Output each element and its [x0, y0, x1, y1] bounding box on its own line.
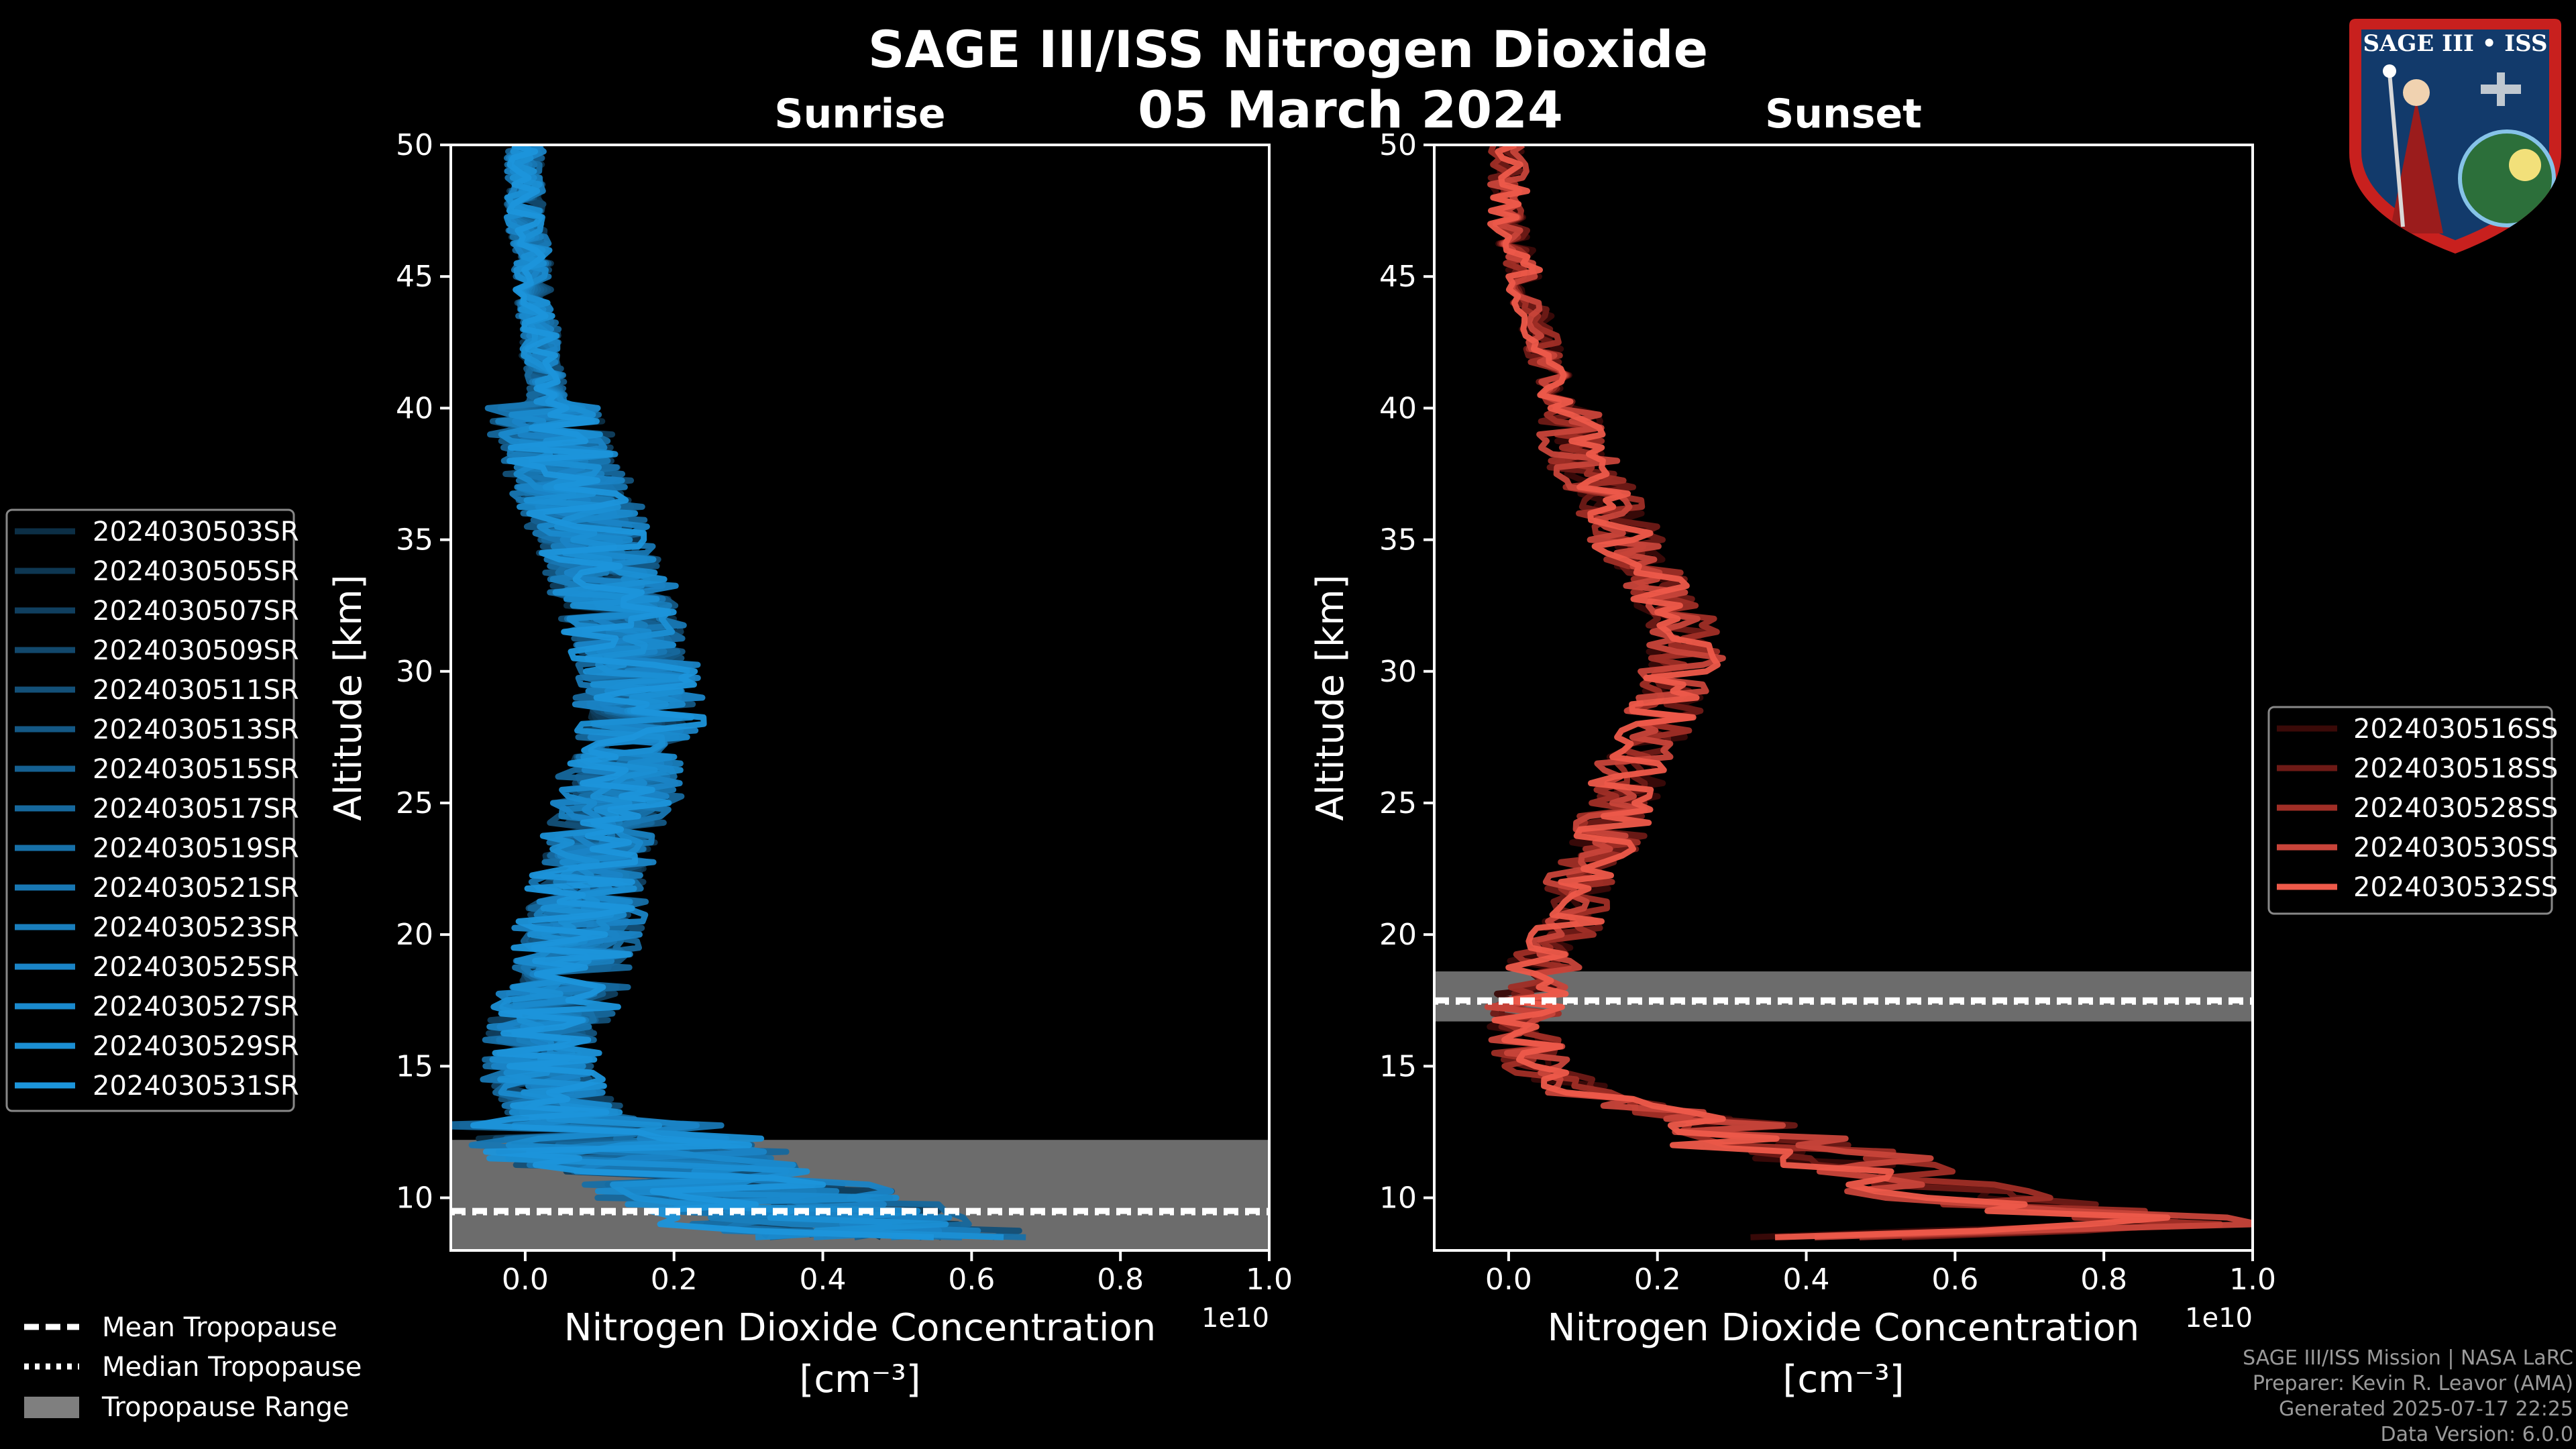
- sunrise-y-tick-label: 25: [396, 786, 433, 820]
- mean-tropopause-legend-label: Mean Tropopause: [102, 1312, 337, 1343]
- tropopause-legend: Mean Tropopause Median Tropopause Tropop…: [24, 1312, 362, 1423]
- sunrise-y-tick-label: 30: [396, 655, 433, 689]
- sunset-y-tick-label: 25: [1379, 786, 1417, 820]
- sunrise-legend-label-2024030527SR: 2024030527SR: [93, 991, 299, 1022]
- sunrise-x-scale-label: 1e10: [1201, 1303, 1269, 1334]
- sunset-x-tick-label: 0.2: [1634, 1263, 1681, 1297]
- sunset-panel: Sunset 10 15 20 25 30 35 40 45 50 0.0 0.2 0.4 0.6 0.8…: [1309, 91, 2276, 1401]
- sunrise-y-tick-label: 10: [396, 1181, 433, 1216]
- sunset-legend: 2024030516SS 2024030518SS 2024030528SS 2024…: [2267, 706, 2558, 915]
- sunrise-x-axis-label: Nitrogen Dioxide Concentration: [564, 1306, 1157, 1350]
- sunset-x-tick-label: 1.0: [2229, 1263, 2276, 1297]
- figure-title: SAGE III/ISS Nitrogen Dioxide: [868, 19, 1708, 79]
- sunrise-x-tick-label: 0.6: [948, 1263, 995, 1297]
- sunset-y-tick-label: 30: [1379, 655, 1417, 689]
- sunset-legend-label-2024030532SS: 2024030532SS: [2353, 872, 2558, 903]
- sunset-legend-label-2024030530SS: 2024030530SS: [2353, 833, 2558, 863]
- sunrise-x-tick-label: 1.0: [1246, 1263, 1293, 1297]
- sunrise-legend-label-2024030517SR: 2024030517SR: [93, 794, 299, 824]
- sunrise-panel-title: Sunrise: [774, 91, 945, 138]
- sunset-series-line-2024030516SS: [1487, 145, 2178, 1240]
- sunset-series-line-2024030528SS: [1488, 145, 2224, 1240]
- sunrise-legend-label-2024030531SR: 2024030531SR: [93, 1071, 299, 1102]
- sunrise-legend-label-2024030503SR: 2024030503SR: [93, 517, 299, 547]
- footer-data-version: Data Version: 6.0.0: [2380, 1423, 2573, 1446]
- sunrise-y-tick-label: 15: [396, 1049, 433, 1083]
- sunrise-y-tick-label: 20: [396, 918, 433, 952]
- sunrise-series-line-2024030531SR: [470, 145, 934, 1240]
- sunrise-x-tick-label: 0.2: [651, 1263, 698, 1297]
- sunset-x-tick-label: 0.4: [1783, 1263, 1830, 1297]
- sunset-x-axis-label: Nitrogen Dioxide Concentration: [1548, 1306, 2140, 1350]
- sunset-legend-label-2024030518SS: 2024030518SS: [2353, 753, 2558, 784]
- sunset-series-line-2024030530SS: [1484, 145, 2253, 1240]
- tropopause-range-legend-label: Tropopause Range: [101, 1392, 350, 1423]
- sunset-y-axis-label: Altitude [km]: [1309, 574, 1352, 820]
- footer-generated: Generated 2025-07-17 22:25: [2278, 1397, 2573, 1421]
- sunset-y-tick-label: 50: [1379, 128, 1417, 162]
- tropopause-range-legend-patch: [24, 1397, 79, 1418]
- sunrise-y-tick-label: 45: [396, 260, 433, 294]
- sunset-y-tick-label: 20: [1379, 918, 1417, 952]
- footer-preparer: Preparer: Kevin R. Leavor (AMA): [2252, 1372, 2573, 1395]
- sage-iss-mission-logo: SAGE III • ISS: [2349, 19, 2561, 254]
- sunrise-legend: 2024030503SR 2024030505SR 2024030507SR 2024…: [5, 508, 299, 1112]
- sunrise-y-tick-label: 35: [396, 523, 433, 557]
- sunrise-x-axis-units: [cm⁻³]: [799, 1358, 920, 1401]
- sunrise-series-line-2024030525SR: [491, 145, 953, 1240]
- sunrise-legend-label-2024030507SR: 2024030507SR: [93, 596, 299, 627]
- logo-figure-robe-icon: [2390, 99, 2443, 233]
- sunrise-legend-frame: [5, 508, 295, 1112]
- sunrise-x-tick-label: 0.8: [1097, 1263, 1144, 1297]
- sunrise-legend-label-2024030523SR: 2024030523SR: [93, 912, 299, 943]
- sunset-series-line-2024030532SS: [1487, 145, 2171, 1240]
- sunrise-legend-label-2024030505SR: 2024030505SR: [93, 556, 299, 587]
- sunrise-legend-label-2024030513SR: 2024030513SR: [93, 714, 299, 745]
- sunrise-y-tick-label: 50: [396, 128, 433, 162]
- sunset-y-tick-label: 10: [1379, 1181, 1417, 1216]
- sunrise-legend-label-2024030529SR: 2024030529SR: [93, 1031, 299, 1062]
- sunset-series-line-2024030518SS: [1487, 145, 2193, 1240]
- sunset-tropopause-range-band: [1434, 971, 2253, 1022]
- sunset-x-tick-label: 0.0: [1485, 1263, 1532, 1297]
- logo-staff-icon: [2387, 72, 2405, 227]
- sunrise-legend-label-2024030511SR: 2024030511SR: [93, 675, 299, 706]
- sunrise-x-tick-label: 0.4: [800, 1263, 847, 1297]
- footer-mission: SAGE III/ISS Mission | NASA LaRC: [2243, 1346, 2573, 1370]
- footer-credits: SAGE III/ISS Mission | NASA LaRC Prepare…: [2243, 1346, 2573, 1448]
- sunset-plot-area: 10 15 20 25 30 35 40 45 50 0.0 0.2 0.4 0.6 0.8 1.0: [1379, 128, 2276, 1297]
- sunrise-x-tick-label: 0.0: [502, 1263, 549, 1297]
- sunrise-legend-label-2024030515SR: 2024030515SR: [93, 754, 299, 785]
- sunset-legend-label-2024030516SS: 2024030516SS: [2353, 714, 2558, 745]
- logo-sun-icon: [2509, 149, 2541, 181]
- sunset-axes-frame: [1433, 144, 2254, 1252]
- logo-title: SAGE III • ISS: [2363, 30, 2547, 57]
- sunset-y-tick-label: 40: [1379, 391, 1417, 425]
- sunrise-y-tick-label: 40: [396, 391, 433, 425]
- sunset-x-scale-label: 1e10: [2185, 1303, 2253, 1334]
- sunset-y-tick-label: 35: [1379, 523, 1417, 557]
- sunrise-panel: Sunrise 10 15 20 25 30 35 40 45 50 0.0 0.2 0.4 0.6 0.…: [327, 91, 1293, 1401]
- sunrise-legend-label-2024030509SR: 2024030509SR: [93, 635, 299, 666]
- sunset-y-tick-label: 45: [1379, 260, 1417, 294]
- sunrise-plot-area: 10 15 20 25 30 35 40 45 50 0.0 0.2 0.4 0.6 0.8 1.0: [396, 128, 1293, 1297]
- sunset-y-tick-label: 15: [1379, 1049, 1417, 1083]
- sunset-x-tick-label: 0.8: [2080, 1263, 2127, 1297]
- sunset-legend-label-2024030528SS: 2024030528SS: [2353, 793, 2558, 824]
- figure-date: 05 March 2024: [1138, 80, 1563, 140]
- median-tropopause-legend-label: Median Tropopause: [102, 1352, 362, 1383]
- sunset-panel-title: Sunset: [1765, 91, 1922, 138]
- sunrise-y-axis-label: Altitude [km]: [327, 574, 370, 820]
- sunrise-legend-label-2024030525SR: 2024030525SR: [93, 952, 299, 983]
- sunset-legend-frame: [2267, 706, 2553, 915]
- sunrise-series-line-2024030529SR: [486, 145, 1004, 1240]
- sunrise-axes-frame: [449, 144, 1271, 1252]
- logo-figure-head-icon: [2403, 79, 2430, 106]
- sunrise-legend-label-2024030521SR: 2024030521SR: [93, 873, 299, 904]
- sunrise-legend-label-2024030519SR: 2024030519SR: [93, 833, 299, 864]
- sunset-x-axis-units: [cm⁻³]: [1782, 1358, 1904, 1401]
- sunset-x-tick-label: 0.6: [1931, 1263, 1978, 1297]
